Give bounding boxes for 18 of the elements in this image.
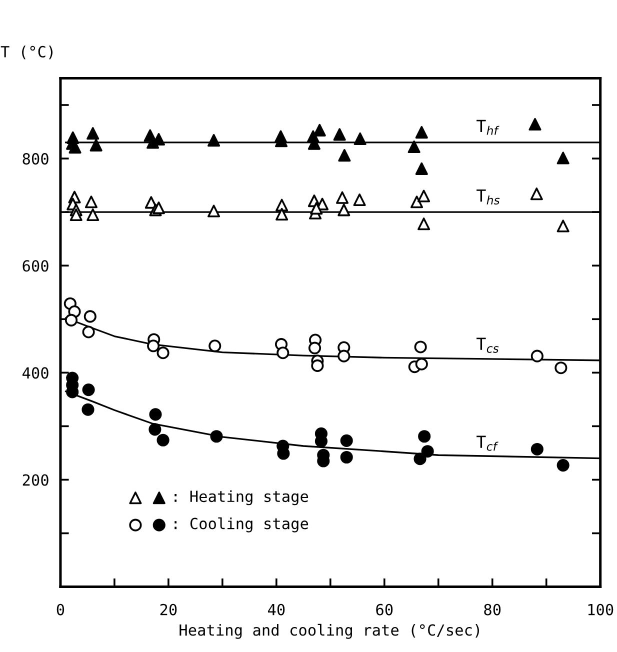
x-tick-label: 20 xyxy=(160,604,177,616)
legend-label: : Heating stage xyxy=(174,490,308,506)
annotation: T$_{cf}$ xyxy=(476,436,498,451)
y-tick-label: 200 xyxy=(22,474,48,486)
x-tick-label: 60 xyxy=(376,604,393,616)
y-tick-label: 600 xyxy=(22,260,48,272)
legend-label: : Cooling stage xyxy=(174,517,308,532)
annotation: T$_{cs}$ xyxy=(476,338,499,353)
y-tick-label: 400 xyxy=(22,367,48,379)
x-axis-title: Heating and cooling rate (°C/sec) xyxy=(180,624,479,639)
x-tick-label: 100 xyxy=(588,604,614,616)
x-tick-label: 80 xyxy=(484,604,501,616)
y-axis-title: T (°C) xyxy=(0,46,52,60)
y-tick-label: 800 xyxy=(22,153,48,165)
annotation: T$_{hs}$ xyxy=(476,189,500,205)
x-tick-label: 40 xyxy=(268,604,285,616)
annotation: T$_{hf}$ xyxy=(476,120,500,135)
x-tick-label: 0 xyxy=(56,604,64,616)
